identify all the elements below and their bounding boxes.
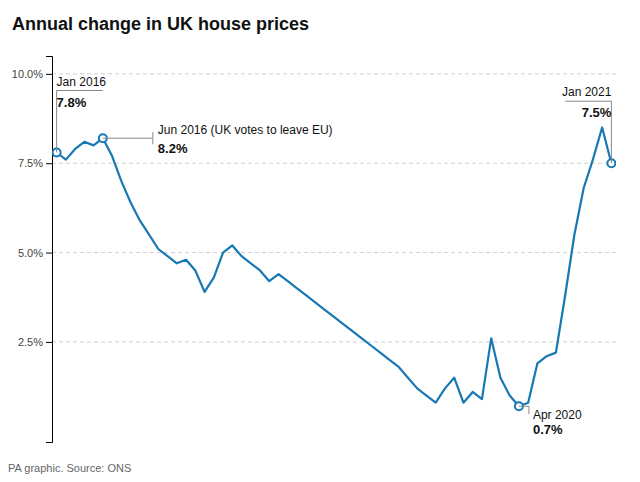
annotation-leader <box>528 406 529 414</box>
annotation: Jun 2016 (UK votes to leave EU) 8.2% <box>103 123 333 156</box>
y-tick-label: 10.0% <box>12 68 43 80</box>
grid-line <box>52 341 616 342</box>
y-tick: 10.0% <box>12 68 52 80</box>
grid-line <box>52 252 616 253</box>
annotation-leader <box>519 406 529 407</box>
y-tick-mark <box>46 74 52 75</box>
annotation-label: Jan 2021 <box>562 85 612 99</box>
y-tick: 7.5% <box>18 157 52 169</box>
y-tick-mark <box>46 253 52 254</box>
annotation-label: Jun 2016 (UK votes to leave EU) <box>158 123 333 137</box>
annotation-leader <box>565 101 611 102</box>
y-axis-line <box>46 57 53 443</box>
annotation-leader <box>103 138 153 139</box>
y-tick-mark <box>46 342 52 343</box>
y-axis: 2.5% 5.0% 7.5% 10.0% <box>12 57 53 443</box>
line <box>57 127 612 406</box>
plot-area <box>53 127 616 410</box>
y-tick: 5.0% <box>18 247 52 259</box>
annotation-value: 8.2% <box>158 141 188 156</box>
grid <box>52 74 616 342</box>
annotations: Jan 2016 7.8% Jun 2016 (UK votes to leave … <box>57 75 612 438</box>
annotation: Apr 20200.7% <box>519 406 582 437</box>
y-tick-mark <box>46 163 52 164</box>
title: Annual change in UK house prices <box>12 14 309 34</box>
y-tick: 2.5% <box>18 336 52 348</box>
grid-line <box>52 163 616 164</box>
y-tick-label: 7.5% <box>18 157 43 169</box>
annotation: Jan 2021 7.5% <box>562 85 612 163</box>
grid-line <box>52 73 616 74</box>
annotation-leader <box>57 90 103 91</box>
y-tick-label: 5.0% <box>18 247 43 259</box>
annotation-label: Jan 2016 <box>57 75 107 89</box>
chart: 2.5% 5.0% 7.5% 10.0% Jan 2016 7.8% Jun 2016 (U… <box>0 0 640 482</box>
annotation-label: Apr 2020 <box>533 408 582 422</box>
annotation-leader <box>152 132 153 144</box>
annotation-value: 0.7% <box>533 422 563 437</box>
annotation: Jan 2016 7.8% <box>57 75 107 153</box>
annotation-value: 7.8% <box>57 95 87 110</box>
y-tick-label: 2.5% <box>18 336 43 348</box>
source: PA graphic. Source: ONS <box>8 462 131 474</box>
annotation-value: 7.5% <box>582 105 612 120</box>
